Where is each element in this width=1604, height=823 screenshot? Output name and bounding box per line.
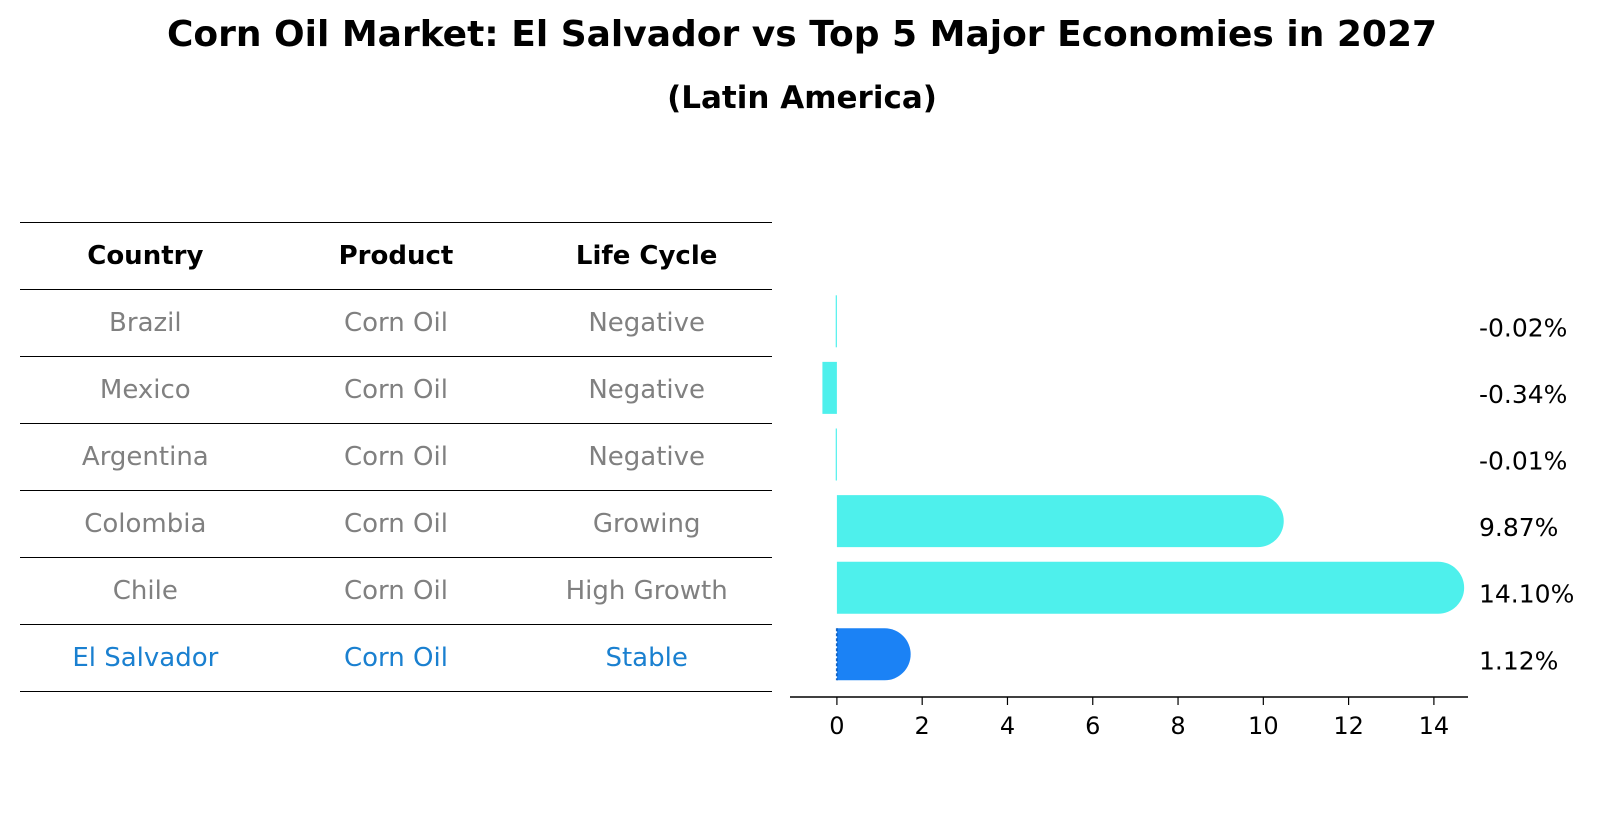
table-row: Brazil Corn Oil Negative — [20, 289, 772, 357]
bar-brazil — [835, 295, 837, 348]
table-row-highlighted: El Salvador Corn Oil Stable — [20, 624, 772, 692]
cell-product: Corn Oil — [270, 423, 522, 491]
header-life-cycle: Life Cycle — [521, 222, 772, 290]
x-tick-label: 10 — [1248, 712, 1279, 740]
table-row: Colombia Corn Oil Growing — [20, 490, 772, 558]
cell-life-cycle: Negative — [521, 423, 772, 491]
x-tick-label: 12 — [1333, 712, 1364, 740]
x-tick-label: 8 — [1170, 712, 1185, 740]
market-table: Country Product Life Cycle Brazil Corn O… — [20, 222, 772, 692]
table-row: Mexico Corn Oil Negative — [20, 356, 772, 424]
cell-country: Mexico — [20, 356, 271, 424]
table-row: Argentina Corn Oil Negative — [20, 423, 772, 491]
bar-chile — [836, 561, 1465, 614]
bar-value-label: 1.12% — [1479, 646, 1558, 675]
cell-life-cycle: Growing — [521, 490, 772, 558]
cell-life-cycle: Stable — [521, 624, 772, 692]
cell-country: Colombia — [20, 490, 271, 558]
cell-product: Corn Oil — [270, 289, 522, 357]
x-tick-label: 14 — [1419, 712, 1450, 740]
bar-value-label: -0.34% — [1479, 380, 1567, 409]
cell-country: El Salvador — [20, 624, 271, 692]
bar-value-label: -0.01% — [1479, 447, 1567, 476]
bar-el-salvador — [836, 628, 911, 681]
header-country: Country — [20, 222, 271, 290]
header-product: Product — [270, 222, 522, 290]
cell-country: Argentina — [20, 423, 271, 491]
x-tick-label: 2 — [915, 712, 930, 740]
cell-country: Chile — [20, 557, 271, 625]
x-tick-label: 0 — [829, 712, 844, 740]
bar-value-label: 9.87% — [1479, 513, 1558, 542]
cell-country: Brazil — [20, 289, 271, 357]
cell-product: Corn Oil — [270, 557, 522, 625]
cell-life-cycle: High Growth — [521, 557, 772, 625]
bar-colombia — [836, 495, 1284, 548]
x-tick-label: 4 — [1000, 712, 1015, 740]
chart-subtitle: (Latin America) — [667, 80, 937, 116]
bar-argentina — [835, 428, 837, 481]
cell-product: Corn Oil — [270, 490, 522, 558]
x-tick-label: 6 — [1085, 712, 1100, 740]
cell-life-cycle: Negative — [521, 356, 772, 424]
bar-mexico — [822, 361, 837, 414]
cell-product: Corn Oil — [270, 624, 522, 692]
chart-title: Corn Oil Market: El Salvador vs Top 5 Ma… — [166, 14, 1438, 55]
bar-value-label: 14.10% — [1479, 580, 1574, 609]
cell-life-cycle: Negative — [521, 289, 772, 357]
cell-product: Corn Oil — [270, 356, 522, 424]
table-row: Chile Corn Oil High Growth — [20, 557, 772, 625]
table-header-row: Country Product Life Cycle — [20, 222, 772, 290]
bar-value-label: -0.02% — [1479, 313, 1567, 342]
